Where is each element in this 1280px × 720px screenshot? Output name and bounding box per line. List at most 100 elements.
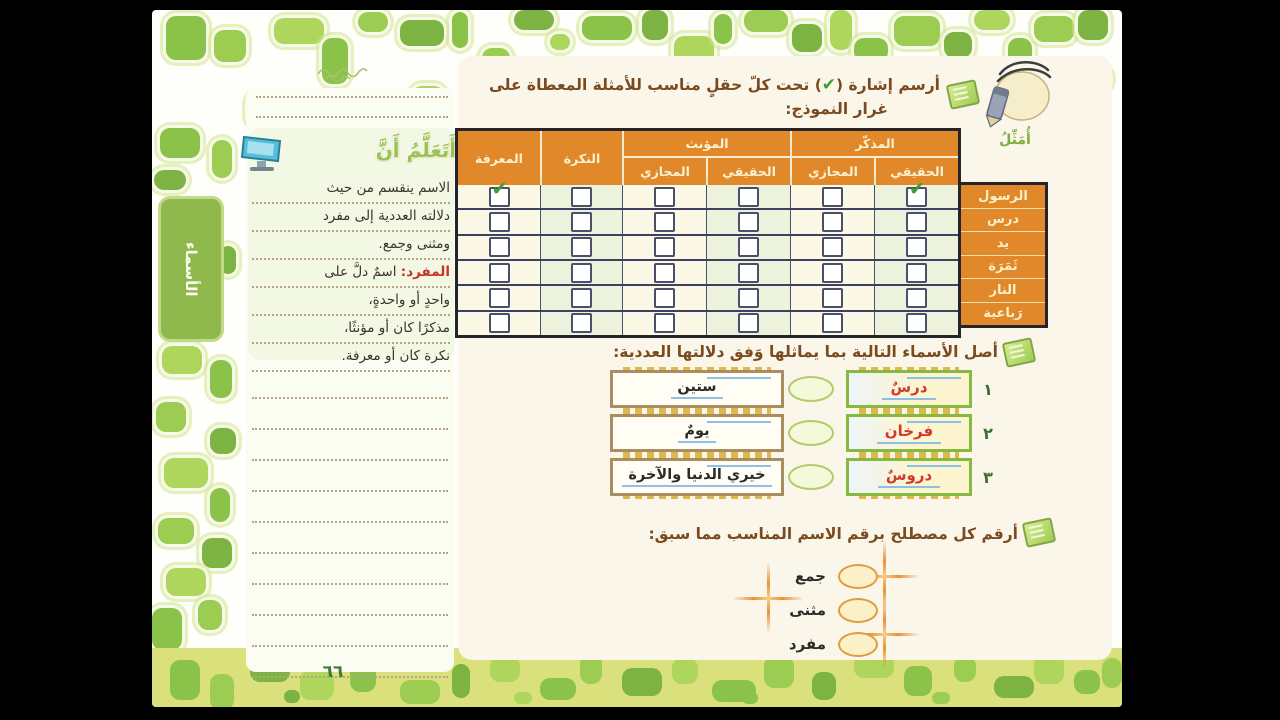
checkbox[interactable] (906, 262, 927, 283)
checkbox[interactable] (654, 186, 675, 207)
checkbox[interactable] (571, 211, 592, 232)
green-rect-decoration (742, 692, 758, 704)
checkbox[interactable] (822, 237, 843, 258)
table-cell (706, 210, 790, 234)
table-row (458, 208, 958, 234)
table-row-label: يد (961, 231, 1045, 255)
header-definite: المعرفة (458, 131, 540, 185)
green-rect-decoration (582, 16, 632, 40)
checkbox[interactable] (488, 287, 510, 308)
checkbox[interactable] (738, 237, 759, 258)
match-target-box: خيري الدنيا والآخرة (610, 455, 784, 499)
handwritten-note-decoration (317, 68, 368, 83)
checkbox[interactable] (488, 262, 510, 283)
checkbox[interactable] (738, 287, 759, 308)
checkbox[interactable] (906, 287, 927, 308)
checkbox[interactable] (654, 211, 675, 232)
blank-note-line (252, 399, 448, 430)
table-body: ✔ ✔ (458, 179, 958, 335)
learn-callout-box (248, 128, 454, 360)
table-cell (458, 311, 540, 335)
checkbox[interactable] (738, 211, 759, 232)
connector-circle[interactable] (788, 376, 834, 402)
checkbox[interactable] (488, 313, 510, 334)
mascot-label: أُمَثِّلُ (999, 132, 1031, 148)
checkbox[interactable] (906, 313, 927, 334)
checkbox[interactable] (822, 186, 843, 207)
numbering-row: مثنى (748, 593, 878, 627)
checkbox[interactable] (654, 287, 675, 308)
blank-note-line (256, 96, 448, 98)
match-source-box: فرخان (846, 411, 972, 455)
pencil-mascot-illustration (985, 61, 1052, 128)
table-cell (540, 311, 622, 335)
green-rect-decoration (358, 12, 388, 32)
checkbox[interactable] (571, 237, 592, 258)
answer-circle[interactable] (838, 631, 878, 657)
checkbox[interactable] (654, 237, 675, 258)
green-rect-decoration (152, 608, 182, 650)
green-rect-decoration (974, 10, 1010, 30)
checkbox[interactable] (738, 186, 759, 207)
table-cell (790, 311, 874, 335)
checkbox[interactable] (738, 262, 759, 283)
checkbox[interactable] (571, 186, 592, 207)
checkbox[interactable] (822, 313, 843, 334)
classification-table: المعرفة النكرة المؤنث المذكّر المجازي ال… (455, 128, 961, 338)
checkbox[interactable] (571, 287, 592, 308)
green-rect-decoration (452, 12, 468, 48)
checkbox[interactable] (571, 262, 592, 283)
green-rect-decoration (514, 10, 554, 30)
green-rect-decoration (830, 10, 852, 50)
table-row-label: درس (961, 207, 1045, 232)
term-label: جمع (794, 567, 826, 585)
table-row: ✔ ✔ (458, 179, 958, 209)
table-cell: ✔ (458, 179, 540, 209)
green-rect-decoration (158, 518, 194, 544)
checkbox[interactable] (654, 262, 675, 283)
table-row-label: ثَمَرَة (961, 254, 1045, 279)
answer-circle[interactable] (838, 563, 878, 589)
checkbox[interactable] (488, 237, 510, 258)
checkbox[interactable] (654, 313, 675, 334)
table-cell (706, 286, 790, 310)
green-rect-decoration (642, 10, 668, 40)
checkbox[interactable] (488, 211, 510, 232)
blank-note-line (252, 523, 448, 554)
table-cell (540, 235, 622, 259)
matching-row: ستين درسٌ ١ (610, 367, 1004, 411)
connector-circle[interactable] (788, 420, 834, 446)
checkbox[interactable] (906, 211, 927, 232)
table-cell (790, 235, 874, 259)
green-rect-decoration (274, 18, 324, 44)
checkbox[interactable] (822, 287, 843, 308)
header-real: الحقيقي (874, 158, 958, 185)
checkbox[interactable] (822, 262, 843, 283)
table-row-label: النار (961, 278, 1045, 302)
table-cell (622, 185, 706, 209)
checkbox[interactable]: ✔ (488, 179, 510, 207)
checkbox[interactable] (822, 211, 843, 232)
checkbox[interactable] (906, 237, 927, 258)
table-cell (622, 311, 706, 335)
table-cell (540, 185, 622, 209)
green-rect-decoration (1102, 658, 1122, 688)
green-rect-decoration (744, 10, 788, 32)
exercise1-instruction: أرسم إشارة (✔) تحت كلّ حقلٍ مناسب للأمثل… (488, 75, 940, 118)
checkbox[interactable] (738, 313, 759, 334)
green-rect-decoration (166, 568, 206, 596)
green-rect-decoration (212, 140, 232, 178)
table-row-label: رَباعية (961, 301, 1045, 326)
unit-side-tab[interactable]: الأسماء (158, 196, 224, 342)
checkbox[interactable]: ✔ (906, 179, 927, 207)
matching-exercise: ستين درسٌ ١ يومٌ فرخان ٢ خيري الدنيا والآخرة در… (610, 367, 1004, 500)
connector-circle[interactable] (788, 464, 834, 490)
checkbox[interactable] (571, 313, 592, 334)
green-rect-decoration (198, 600, 222, 630)
green-rect-decoration (954, 656, 976, 682)
green-rect-decoration (166, 16, 206, 60)
green-rect-decoration (400, 680, 440, 704)
check-mark-icon: ✔ (821, 75, 837, 95)
answer-circle[interactable] (838, 597, 878, 623)
